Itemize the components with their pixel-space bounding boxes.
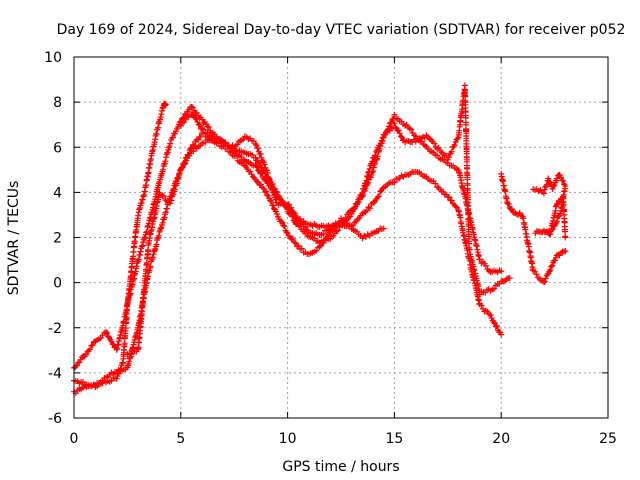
y-tick-label: 4 bbox=[53, 185, 62, 201]
y-tick-label: 8 bbox=[53, 95, 62, 111]
x-tick-label: 15 bbox=[385, 431, 403, 447]
series-6 bbox=[498, 170, 569, 286]
chart-title: Day 169 of 2024, Sidereal Day-to-day VTE… bbox=[57, 22, 626, 38]
series-6-markers bbox=[498, 170, 569, 286]
tick-labels: 0 5 10 15 20 25 -6 -4 -2 0 2 4 6 8 10 bbox=[44, 50, 617, 447]
x-tick-label: 5 bbox=[176, 431, 185, 447]
x-tick-label: 25 bbox=[599, 431, 617, 447]
x-tick-label: 10 bbox=[279, 431, 297, 447]
series-5-markers bbox=[177, 82, 513, 298]
y-tick-label: 0 bbox=[53, 276, 62, 292]
data-layer bbox=[71, 82, 569, 397]
x-axis-label: GPS time / hours bbox=[282, 459, 399, 475]
series-8 bbox=[532, 193, 569, 241]
series-8-markers bbox=[532, 193, 569, 241]
y-tick-label: -4 bbox=[48, 366, 62, 382]
x-tick-label: 20 bbox=[492, 431, 510, 447]
axis-ticks bbox=[73, 56, 609, 419]
y-tick-label: 10 bbox=[44, 50, 62, 66]
y-tick-label: -2 bbox=[48, 321, 62, 337]
y-axis-label: SDTVAR / TECUs bbox=[6, 181, 22, 296]
x-tick-label: 0 bbox=[70, 431, 79, 447]
y-tick-label: -6 bbox=[48, 411, 62, 427]
y-tick-label: 2 bbox=[53, 231, 62, 247]
y-tick-label: 6 bbox=[53, 140, 62, 156]
series-5 bbox=[177, 82, 513, 298]
